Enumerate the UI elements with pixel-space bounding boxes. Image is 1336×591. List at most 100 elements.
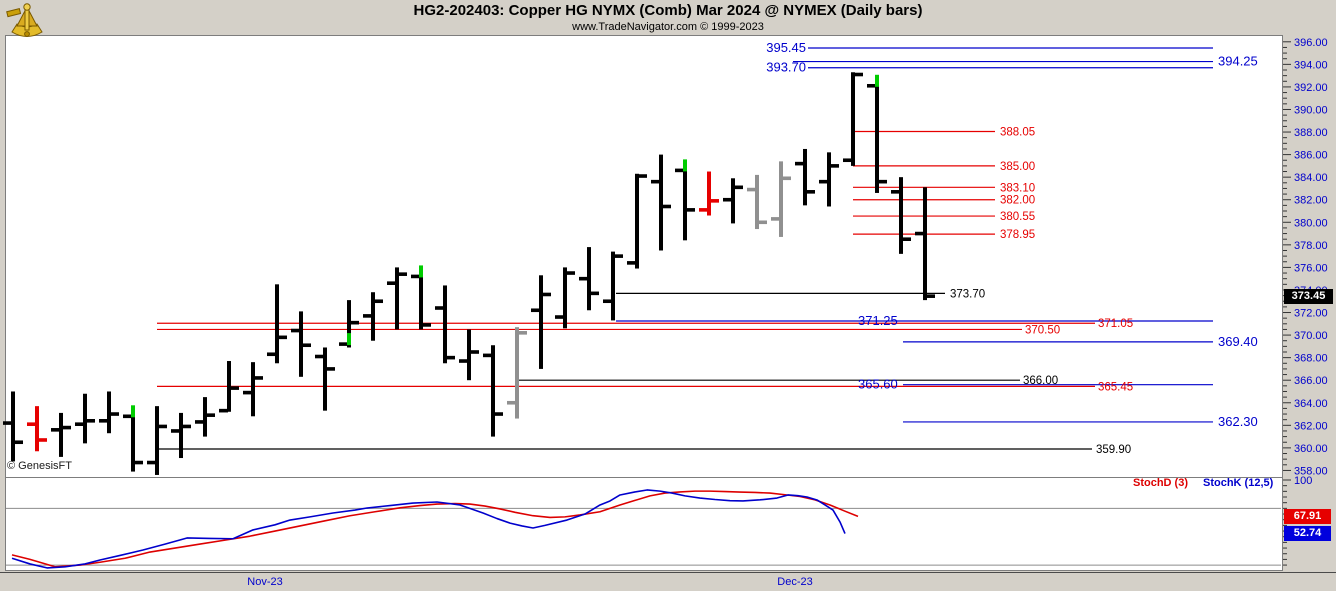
green-signal-tick xyxy=(875,74,879,87)
price-level-label: 371.25 xyxy=(858,313,898,328)
price-level-label: 371.05 xyxy=(1098,318,1133,330)
close-tick xyxy=(182,424,191,429)
close-tick xyxy=(590,291,599,296)
ohlc-bar xyxy=(635,173,639,269)
open-tick xyxy=(99,419,108,423)
close-tick xyxy=(86,419,95,423)
open-tick xyxy=(579,276,588,281)
ohlc-bar xyxy=(299,311,303,377)
close-tick xyxy=(470,350,479,354)
ohlc-bar xyxy=(395,267,399,330)
close-tick xyxy=(566,271,575,275)
close-tick xyxy=(422,323,431,327)
ohlc-bar xyxy=(323,347,327,411)
open-tick xyxy=(555,315,564,319)
price-level-label: 388.05 xyxy=(1000,126,1035,138)
genesisft-watermark: © GenesisFT xyxy=(7,460,72,472)
close-tick xyxy=(806,190,815,194)
close-tick xyxy=(662,204,671,209)
price-axis-label: 378.00 xyxy=(1294,240,1328,252)
price-level-label: 365.60 xyxy=(858,377,898,392)
close-tick xyxy=(686,208,695,212)
open-tick xyxy=(531,308,540,313)
close-tick xyxy=(518,331,527,335)
open-tick xyxy=(171,429,180,433)
ohlc-bar xyxy=(875,76,879,193)
ohlc-bar xyxy=(35,406,39,452)
open-tick xyxy=(771,217,780,221)
time-axis-strip[interactable] xyxy=(0,572,1336,591)
close-tick xyxy=(614,254,623,258)
price-axis-label: 394.00 xyxy=(1294,59,1328,71)
sextant-icon-svg xyxy=(6,3,43,37)
ohlc-bar xyxy=(779,161,783,237)
price-axis-label: 360.00 xyxy=(1294,443,1328,455)
stochastic-panel[interactable] xyxy=(5,478,1283,571)
open-tick xyxy=(675,168,684,173)
close-tick xyxy=(638,174,647,178)
close-tick xyxy=(254,376,263,380)
open-tick xyxy=(915,231,924,236)
price-axis-label: 372.00 xyxy=(1294,308,1328,320)
open-tick xyxy=(3,421,12,425)
stochk-legend-label[interactable]: StochK (12,5) xyxy=(1203,477,1274,489)
open-tick xyxy=(123,414,132,419)
ohlc-bar xyxy=(467,329,471,381)
chart-subtitle: www.TradeNavigator.com © 1999-2023 xyxy=(572,21,764,33)
open-tick xyxy=(723,197,732,202)
ohlc-bar xyxy=(419,268,423,330)
open-tick xyxy=(435,306,444,310)
close-tick xyxy=(206,413,215,417)
open-tick xyxy=(627,261,636,265)
open-tick xyxy=(867,83,876,88)
time-axis-label: Nov-23 xyxy=(247,576,282,588)
price-chart-panel[interactable] xyxy=(5,35,1283,478)
open-tick xyxy=(195,420,204,424)
ohlc-bar xyxy=(683,168,687,241)
ohlc-bar xyxy=(83,393,87,444)
open-tick xyxy=(507,400,516,405)
open-tick xyxy=(387,281,396,285)
stochd-legend-label[interactable]: StochD (3) xyxy=(1133,477,1188,489)
open-tick xyxy=(699,208,708,212)
price-level-label: 380.55 xyxy=(1000,211,1035,223)
close-tick xyxy=(758,220,767,225)
price-level-label: 366.00 xyxy=(1023,375,1058,387)
price-axis-label: 396.00 xyxy=(1294,37,1328,49)
stoch-axis-label: 100 xyxy=(1294,475,1312,487)
price-level-label: 395.45 xyxy=(766,40,806,55)
price-axis-label: 388.00 xyxy=(1294,127,1328,139)
close-tick xyxy=(350,320,359,325)
open-tick xyxy=(795,161,804,166)
price-axis-label: 376.00 xyxy=(1294,262,1328,274)
open-tick xyxy=(411,274,420,279)
ohlc-bar xyxy=(515,327,519,419)
price-axis-label: 358.00 xyxy=(1294,465,1328,477)
open-tick xyxy=(843,158,852,163)
stochd-line xyxy=(11,490,859,568)
price-axis-label: 390.00 xyxy=(1294,104,1328,116)
sextant-icon xyxy=(4,1,50,45)
price-level-label: 393.70 xyxy=(766,60,806,75)
ohlc-bar xyxy=(347,300,351,348)
price-level-label: 369.40 xyxy=(1218,334,1258,349)
price-axis-label: 386.00 xyxy=(1294,150,1328,162)
open-tick xyxy=(651,179,660,184)
price-level-label: 373.70 xyxy=(950,288,985,300)
open-tick xyxy=(219,408,228,413)
close-tick xyxy=(326,367,335,371)
price-axis-label: 368.00 xyxy=(1294,353,1328,365)
price-level-label: 382.00 xyxy=(1000,195,1035,207)
close-tick xyxy=(230,386,239,390)
close-tick xyxy=(542,292,551,297)
price-axis-label: 380.00 xyxy=(1294,217,1328,229)
ohlc-bar xyxy=(923,187,927,301)
ohlc-bar xyxy=(443,285,447,364)
green-signal-tick xyxy=(419,265,423,278)
price-level-label: 359.90 xyxy=(1096,444,1131,456)
close-tick xyxy=(854,72,863,77)
ohlc-bar xyxy=(851,72,855,166)
open-tick xyxy=(51,428,60,432)
